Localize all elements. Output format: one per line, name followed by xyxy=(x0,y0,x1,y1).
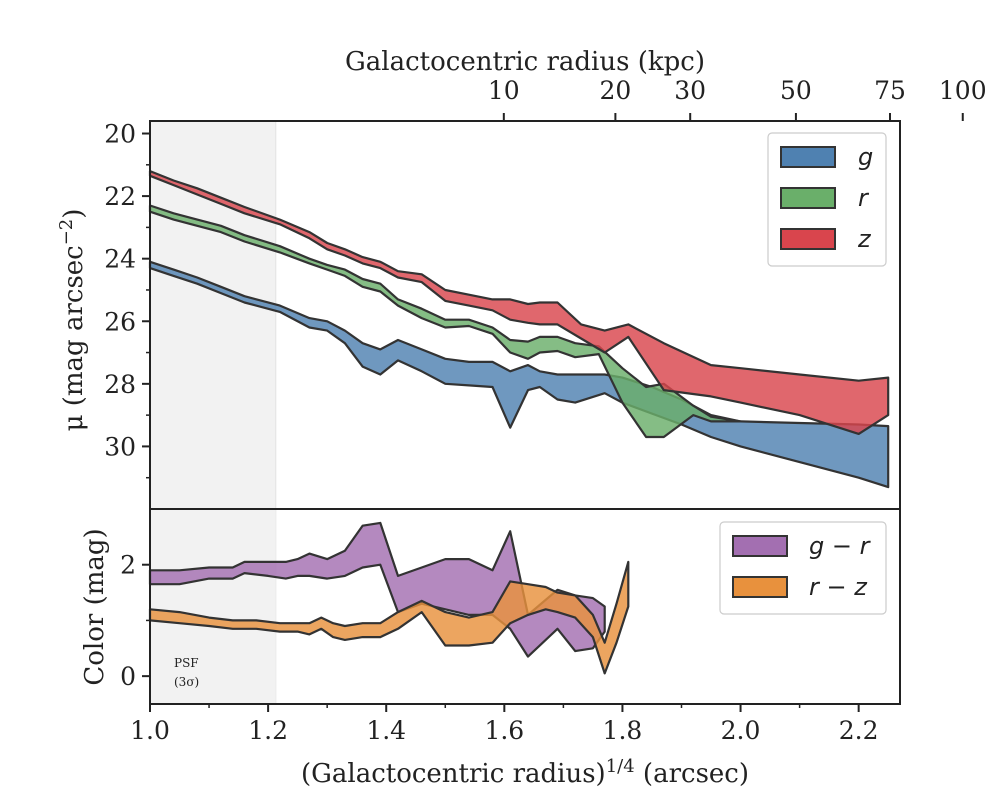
color-panel-frame xyxy=(149,508,901,705)
x-tick-label-1.0: 1.0 xyxy=(130,716,170,745)
color-axis-label: Color (mag) xyxy=(80,528,110,685)
mu-tick-label-24: 24 xyxy=(104,245,136,274)
band-z xyxy=(148,170,890,435)
color-tick-label-0: 0 xyxy=(120,662,136,691)
legend-label-g-r: g − r xyxy=(809,532,872,560)
band-r-z xyxy=(148,560,630,675)
x-axis: 1.0 1.2 1.4 1.6 1.8 2.0 2.2 xyxy=(130,704,879,745)
legend-label-z: z xyxy=(857,225,872,253)
color-panel-y-axis: 02 xyxy=(120,551,150,691)
kpc-axis: 10 20 30 50 75 100 xyxy=(488,76,987,121)
psf-shaded-region-color xyxy=(150,509,276,704)
legend-label-g: g xyxy=(858,143,873,171)
x-tick-label-1.6: 1.6 xyxy=(484,716,524,745)
psf-annotation: PSF xyxy=(174,656,199,670)
kpc-tick-label-75: 75 xyxy=(874,76,906,105)
psf-annotation-sigma: (3σ) xyxy=(174,675,199,689)
color-tick-label-2: 2 xyxy=(120,551,136,580)
legend-swatch-g-r xyxy=(732,535,788,557)
kpc-tick-label-10: 10 xyxy=(488,76,520,105)
mu-axis-label: μ (mag arcsec−2) xyxy=(56,209,89,432)
x-tick-label-2.0: 2.0 xyxy=(721,716,761,745)
legend-label-r: r xyxy=(858,184,870,212)
mu-tick-label-22: 22 xyxy=(104,182,136,211)
kpc-axis-label: Galactocentric radius (kpc) xyxy=(345,47,705,77)
legend-swatch-r-z xyxy=(732,576,788,598)
legend-swatch-g xyxy=(780,146,836,168)
kpc-tick-label-30: 30 xyxy=(674,76,706,105)
top-legend: g r z xyxy=(767,132,887,267)
kpc-tick-label-100: 100 xyxy=(939,76,987,105)
mu-tick-label-30: 30 xyxy=(104,432,136,461)
x-tick-label-2.2: 2.2 xyxy=(839,716,879,745)
color-legend: g − r r − z xyxy=(719,521,887,615)
legend-swatch-r xyxy=(780,187,836,209)
color-panel-series xyxy=(148,521,630,675)
legend-swatch-z xyxy=(780,228,836,250)
x-tick-label-1.2: 1.2 xyxy=(248,716,288,745)
x-tick-label-1.4: 1.4 xyxy=(366,716,406,745)
x-tick-label-1.8: 1.8 xyxy=(603,716,643,745)
mu-tick-label-28: 28 xyxy=(104,370,136,399)
top-panel-series xyxy=(148,121,890,704)
legend-label-r-z: r − z xyxy=(809,573,868,601)
kpc-tick-label-50: 50 xyxy=(780,76,812,105)
kpc-tick-label-20: 20 xyxy=(599,76,631,105)
top-panel-y-axis: 20 22 24 26 28 30 xyxy=(104,120,150,479)
mu-tick-label-26: 26 xyxy=(104,307,136,336)
psf-shaded-region xyxy=(150,121,276,509)
mu-tick-label-20: 20 xyxy=(104,120,136,149)
band-r xyxy=(148,204,742,439)
x-axis-label: (Galactocentric radius)1/4 (arcsec) xyxy=(301,756,749,789)
band-g xyxy=(148,260,890,489)
